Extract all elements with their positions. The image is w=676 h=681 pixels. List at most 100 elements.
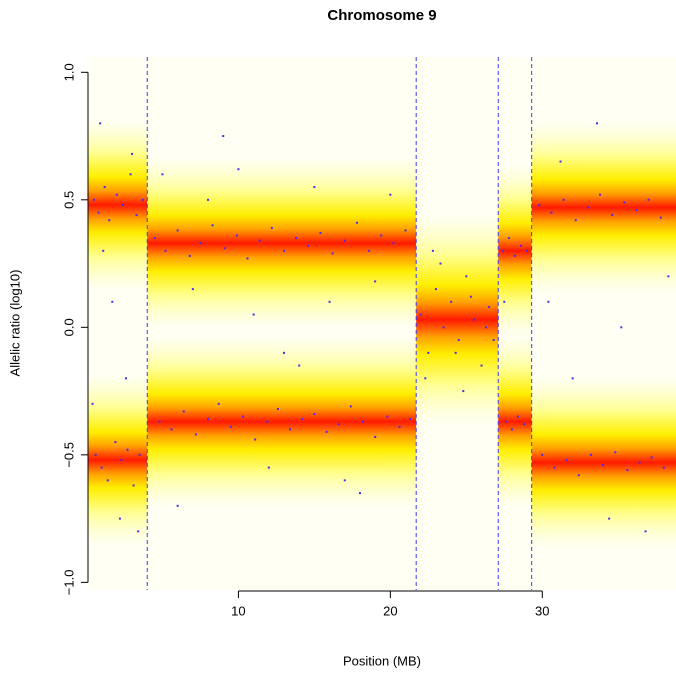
data-point	[295, 237, 298, 240]
data-point	[595, 122, 598, 125]
x-tick-label: 30	[535, 603, 549, 618]
data-point	[237, 168, 240, 171]
density-band	[498, 334, 532, 509]
data-point	[343, 479, 346, 482]
data-point	[565, 458, 568, 461]
data-point	[454, 351, 457, 354]
data-point	[106, 479, 109, 482]
data-point	[635, 209, 638, 212]
x-tick-label: 20	[383, 603, 397, 618]
y-tick-label: 0.5	[61, 191, 76, 209]
data-point	[623, 201, 626, 204]
data-point	[222, 135, 225, 138]
data-point	[409, 418, 412, 421]
data-point	[252, 313, 255, 316]
density-band	[147, 334, 417, 509]
data-point	[516, 415, 519, 418]
data-point	[217, 402, 220, 405]
data-point	[141, 198, 144, 201]
data-point	[431, 249, 434, 252]
data-point	[161, 173, 164, 176]
data-point	[246, 257, 249, 260]
data-point	[313, 186, 316, 189]
data-point	[307, 244, 310, 247]
data-point	[523, 423, 526, 426]
data-point	[510, 428, 513, 431]
data-point	[462, 390, 465, 393]
density-band	[88, 118, 148, 292]
data-point	[207, 198, 210, 201]
data-point	[442, 326, 445, 329]
data-point	[538, 203, 541, 206]
data-point	[94, 453, 97, 456]
data-point	[457, 339, 460, 342]
data-point	[562, 198, 565, 201]
data-point	[559, 160, 562, 163]
density-band	[416, 212, 499, 427]
data-point	[620, 326, 623, 329]
data-point	[374, 280, 377, 283]
data-point	[577, 474, 580, 477]
data-point	[343, 239, 346, 242]
data-point	[608, 517, 611, 520]
data-point	[199, 242, 202, 245]
data-point	[99, 122, 102, 125]
data-point	[574, 219, 577, 222]
x-tick-label: 10	[231, 603, 245, 618]
data-point	[589, 453, 592, 456]
data-point	[386, 415, 389, 418]
data-point	[118, 517, 121, 520]
data-point	[398, 425, 401, 428]
data-point	[480, 364, 483, 367]
data-point	[485, 326, 488, 329]
data-point	[289, 428, 292, 431]
data-point	[194, 433, 197, 436]
data-point	[389, 193, 392, 196]
data-point	[553, 466, 556, 469]
data-point	[313, 413, 316, 416]
data-point	[283, 249, 285, 252]
data-point	[241, 415, 244, 418]
data-point	[164, 249, 167, 252]
data-point	[111, 300, 114, 303]
data-point	[434, 288, 437, 291]
data-point	[267, 466, 270, 469]
data-point	[131, 152, 134, 155]
data-point	[270, 226, 273, 229]
data-point	[374, 435, 377, 438]
data-point	[129, 173, 132, 176]
data-point	[602, 464, 605, 467]
data-point	[424, 377, 427, 380]
data-point	[644, 530, 647, 533]
data-point	[120, 458, 123, 461]
data-point	[550, 211, 553, 214]
data-point	[301, 418, 304, 421]
data-point	[102, 249, 105, 252]
data-point	[137, 530, 140, 533]
data-point	[503, 300, 506, 303]
data-point	[547, 300, 550, 303]
data-point	[469, 295, 472, 298]
data-point	[158, 420, 161, 423]
data-point	[331, 252, 334, 255]
data-point	[276, 407, 279, 410]
data-point	[115, 193, 118, 196]
density-band	[531, 375, 676, 550]
data-point	[667, 275, 670, 278]
data-point	[488, 305, 491, 308]
plot-area	[88, 57, 676, 590]
data-point	[328, 300, 331, 303]
data-point	[97, 211, 100, 214]
data-point	[465, 275, 468, 278]
y-tick-label: −0.5	[61, 442, 76, 468]
data-point	[571, 377, 574, 380]
data-point	[368, 249, 371, 252]
data-point	[439, 262, 442, 265]
data-point	[520, 244, 523, 247]
data-point	[100, 466, 103, 469]
y-tick-label: 0.0	[61, 318, 76, 336]
data-point	[132, 484, 135, 487]
data-point	[337, 423, 340, 426]
data-point	[254, 438, 257, 441]
